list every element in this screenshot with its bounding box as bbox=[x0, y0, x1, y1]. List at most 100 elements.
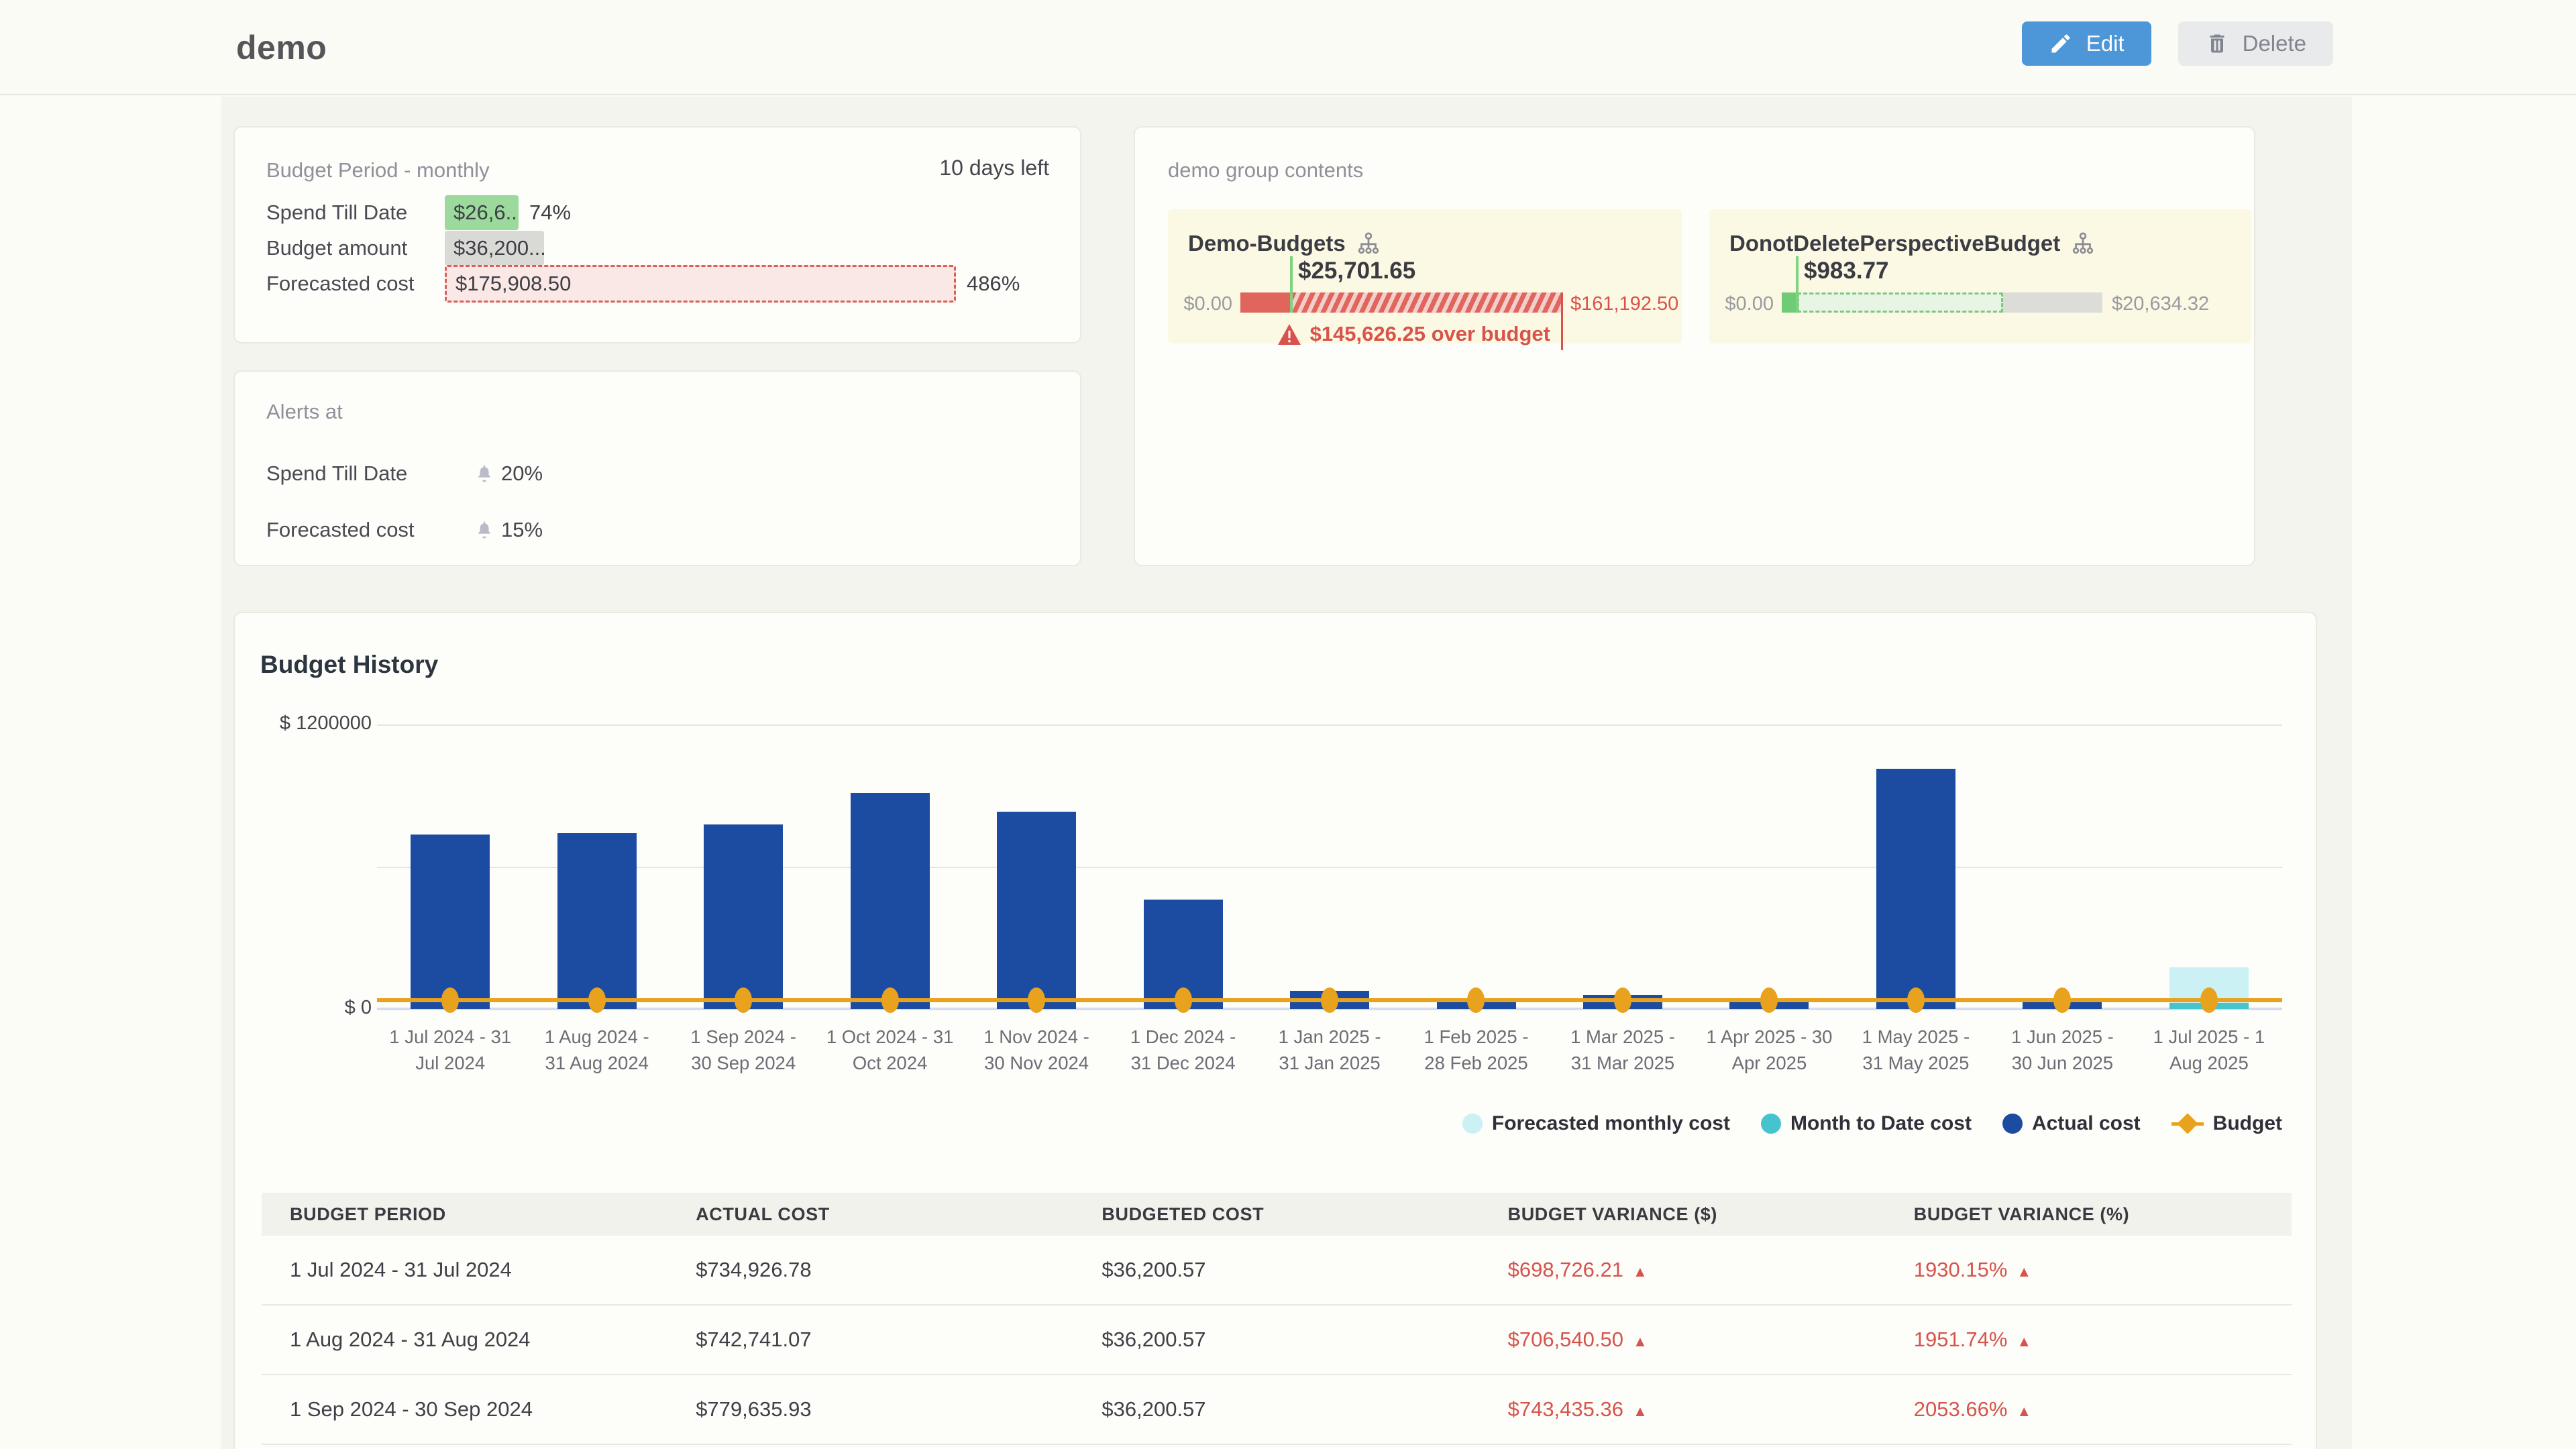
gauge-overage-segment bbox=[1291, 292, 1561, 313]
gauge-zone: $0.00 $20,634.32 $983.77 bbox=[1709, 209, 2251, 343]
legend-label: Budget bbox=[2212, 1112, 2282, 1134]
budget-point[interactable] bbox=[2200, 987, 2218, 1014]
table-header-cell: BUDGETED COST bbox=[1102, 1203, 1265, 1224]
variance-up-icon: ▲ bbox=[1633, 1403, 1648, 1419]
budget-gauge-tile[interactable]: DonotDeletePerspectiveBudget $0.00 $20,634… bbox=[1709, 209, 2251, 343]
actual-cost-bar[interactable] bbox=[850, 793, 930, 1009]
cell-budgeted-cost: $36,200.57 bbox=[1102, 1258, 1206, 1281]
legend-marker-actual-cost bbox=[2002, 1114, 2023, 1134]
over-budget-note: $145,626.25 over budget bbox=[1277, 322, 1550, 346]
budget-point[interactable] bbox=[1028, 987, 1046, 1014]
actual-cost-bar[interactable] bbox=[557, 833, 637, 1009]
table-header-row: BUDGET PERIOD ACTUAL COST BUDGETED COST BUD… bbox=[262, 1193, 2292, 1236]
legend-item: Month to Date cost bbox=[1760, 1112, 1972, 1135]
cell-budgeted-cost: $36,200.57 bbox=[1102, 1397, 1206, 1421]
table-header-cell: BUDGET PERIOD bbox=[290, 1203, 446, 1224]
budget-history-title: Budget History bbox=[260, 651, 439, 678]
actual-cost-bar[interactable] bbox=[1876, 769, 1955, 1009]
cell-budgeted-cost: $36,200.57 bbox=[1102, 1328, 1206, 1351]
page-title: demo bbox=[236, 29, 327, 66]
chart-slot bbox=[1550, 724, 1696, 1009]
actual-cost-bar[interactable] bbox=[411, 835, 490, 1009]
x-axis-tick-label: 1 Feb 2025 - 28 Feb 2025 bbox=[1424, 1026, 1529, 1073]
chart-slot bbox=[1110, 724, 1256, 1009]
gauge-max-label: $20,634.32 bbox=[2112, 293, 2210, 315]
budget-point[interactable] bbox=[1760, 987, 1778, 1014]
gauge-min-label: $0.00 bbox=[1725, 293, 1774, 315]
budget-period-title: Budget Period - monthly bbox=[266, 158, 490, 182]
cell-variance-pct: 1951.74% ▲ bbox=[1913, 1328, 2032, 1351]
gridline bbox=[377, 867, 2282, 868]
alert-threshold-value: 20% bbox=[474, 462, 543, 486]
chart-slot bbox=[1989, 724, 2135, 1009]
over-budget-text: $145,626.25 over budget bbox=[1309, 322, 1550, 345]
budget-history-card: Budget History $ 1200000 $ 0 1 Jul 2024 … bbox=[233, 612, 2317, 1449]
y-axis-label-zero: $ 0 bbox=[344, 997, 372, 1018]
budget-point[interactable] bbox=[1467, 987, 1485, 1014]
hierarchy-icon bbox=[1358, 232, 1379, 254]
x-axis-tick-label: 1 Dec 2024 - 31 Dec 2024 bbox=[1130, 1026, 1236, 1073]
chart-slot bbox=[523, 724, 669, 1009]
variance-up-icon: ▲ bbox=[2017, 1403, 2032, 1419]
gauge-bar bbox=[1782, 292, 2102, 313]
x-axis-tick-label: 1 Jul 2025 - 1 Aug 2025 bbox=[2153, 1026, 2265, 1073]
budget-point[interactable] bbox=[588, 987, 606, 1014]
gauge-name-label: DonotDeletePerspectiveBudget bbox=[1729, 231, 2061, 256]
alert-row: Spend Till Date 20% bbox=[266, 445, 1053, 502]
budget-point[interactable] bbox=[1174, 987, 1192, 1014]
budget-point[interactable] bbox=[441, 987, 460, 1014]
chart-slot bbox=[377, 724, 523, 1009]
legend-marker-forecasted-monthly-cost bbox=[1462, 1114, 1483, 1134]
table-row: 1 Aug 2024 - 31 Aug 2024 $742,741.07 $36,2… bbox=[262, 1305, 2292, 1375]
gauge-value-marker bbox=[1796, 256, 1799, 313]
bell-icon bbox=[478, 465, 490, 482]
edit-button[interactable]: Edit bbox=[2021, 21, 2151, 66]
budget-gauge-tile[interactable]: Demo-Budgets $0.00 $161,192.50 $145,626.25 … bbox=[1168, 209, 1682, 350]
gauge-bar bbox=[1240, 292, 1561, 313]
budget-point[interactable] bbox=[1613, 987, 1631, 1014]
chart-slot bbox=[1696, 724, 1842, 1009]
x-axis-labels: 1 Jul 2024 - 31 Jul 2024 1 Aug 2024 - 31 … bbox=[377, 1024, 2282, 1076]
x-axis-tick-label: 1 Mar 2025 - 31 Mar 2025 bbox=[1570, 1026, 1675, 1073]
cell-budget-period: 1 Jul 2024 - 31 Jul 2024 bbox=[290, 1258, 512, 1281]
gauge-name[interactable]: DonotDeletePerspectiveBudget bbox=[1729, 231, 2095, 256]
hierarchy-icon bbox=[2073, 232, 2094, 254]
budget-point[interactable] bbox=[1907, 987, 1925, 1014]
forecast-value-chip: $175,908.50 bbox=[445, 264, 956, 303]
chart-slot bbox=[2136, 724, 2282, 1009]
gauge-name[interactable]: Demo-Budgets bbox=[1188, 231, 1381, 256]
alert-row-label: Forecasted cost bbox=[266, 518, 415, 541]
cell-budget-period: 1 Aug 2024 - 31 Aug 2024 bbox=[290, 1328, 531, 1351]
budget-point[interactable] bbox=[881, 987, 899, 1014]
chart-slot bbox=[1403, 724, 1549, 1009]
group-contents-card: demo group contents Demo-Budgets $0.00 $16… bbox=[1134, 126, 2255, 566]
delete-button-label: Delete bbox=[2242, 31, 2306, 56]
pencil-icon bbox=[2051, 34, 2070, 53]
delete-button[interactable]: Delete bbox=[2178, 21, 2333, 66]
actual-cost-bar[interactable] bbox=[704, 824, 784, 1009]
chart-slots bbox=[377, 724, 2282, 1009]
alert-threshold-value: 15% bbox=[474, 518, 543, 542]
budget-point[interactable] bbox=[735, 987, 753, 1014]
budget-point[interactable] bbox=[2053, 987, 2072, 1014]
gauge-value-label: $25,701.65 bbox=[1298, 258, 1416, 284]
cell-variance-usd: $698,726.21 ▲ bbox=[1507, 1258, 1648, 1281]
budget-period-row: Spend Till Date $26,6... 74% bbox=[266, 195, 1060, 230]
alerts-title: Alerts at bbox=[266, 400, 343, 423]
legend-item: Actual cost bbox=[2002, 1112, 2141, 1135]
chart-slot bbox=[1843, 724, 1989, 1009]
chart-slot bbox=[670, 724, 816, 1009]
content-area: Budget Period - monthly 10 days left Spe… bbox=[221, 97, 2352, 1449]
x-axis-tick-label: 1 Sep 2024 - 30 Sep 2024 bbox=[690, 1026, 796, 1073]
gauge-forecast-segment bbox=[1797, 292, 2003, 313]
actual-cost-bar[interactable] bbox=[997, 811, 1077, 1009]
budget-point[interactable] bbox=[1321, 987, 1338, 1014]
x-axis-tick-label: 1 Jan 2025 - 31 Jan 2025 bbox=[1278, 1026, 1381, 1073]
page-header: demo Edit Delete bbox=[0, 0, 2576, 95]
cell-variance-usd: $743,435.36 ▲ bbox=[1507, 1397, 1648, 1421]
alert-threshold-percent: 20% bbox=[501, 462, 543, 485]
cell-actual-cost: $734,926.78 bbox=[696, 1258, 812, 1281]
table-header-cell: BUDGET VARIANCE (%) bbox=[1913, 1203, 2130, 1224]
x-axis-tick-label: 1 Jul 2024 - 31 Jul 2024 bbox=[389, 1026, 512, 1073]
variance-up-icon: ▲ bbox=[1633, 1263, 1648, 1280]
